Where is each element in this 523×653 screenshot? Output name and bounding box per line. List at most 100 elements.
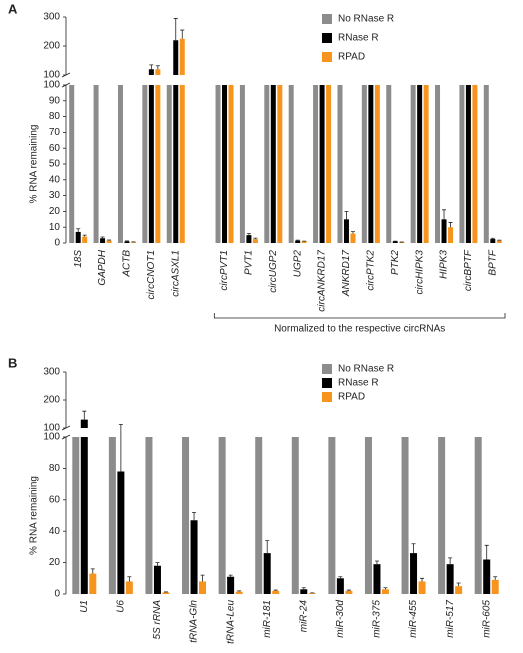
bar bbox=[124, 241, 130, 243]
bar bbox=[117, 85, 123, 243]
legend-label: RPAD bbox=[338, 52, 365, 63]
bar bbox=[130, 242, 136, 243]
y-tick-label: 300 bbox=[43, 367, 60, 378]
bracket bbox=[213, 313, 506, 319]
x-tick-label: tRNA-Gln bbox=[189, 600, 200, 643]
bar bbox=[401, 437, 409, 594]
error-bar bbox=[456, 582, 461, 587]
bar bbox=[373, 564, 381, 594]
error-bar bbox=[301, 587, 306, 590]
bar bbox=[255, 437, 263, 594]
legend-label: No RNase R bbox=[338, 14, 394, 25]
error-bar bbox=[490, 237, 495, 240]
bar bbox=[483, 85, 489, 243]
x-tick-label: ACTB bbox=[122, 250, 133, 278]
y-tick-label: 100 bbox=[43, 423, 60, 434]
bar bbox=[153, 565, 161, 594]
bar bbox=[82, 236, 88, 243]
legend-label: RNase R bbox=[338, 33, 379, 44]
error-bar bbox=[346, 589, 351, 591]
bar bbox=[264, 85, 270, 243]
bar bbox=[381, 589, 389, 594]
error-bar bbox=[192, 511, 197, 521]
bar bbox=[239, 85, 245, 243]
x-tick-label: miR-455 bbox=[408, 600, 419, 638]
error-bar bbox=[442, 209, 447, 220]
error-bar bbox=[76, 228, 81, 232]
bar bbox=[263, 553, 271, 594]
error-bar bbox=[155, 562, 160, 566]
x-tick-label: PVT1 bbox=[244, 250, 255, 275]
error-bar bbox=[484, 544, 489, 560]
error-bar bbox=[344, 211, 349, 220]
error-bar bbox=[374, 560, 379, 565]
bar bbox=[336, 578, 344, 594]
bar bbox=[155, 69, 161, 243]
error-bar bbox=[448, 557, 453, 565]
y-tick-label: 70 bbox=[49, 127, 61, 138]
bar bbox=[417, 85, 423, 243]
error-bar bbox=[411, 543, 416, 554]
bar bbox=[364, 437, 372, 594]
bar bbox=[80, 419, 88, 594]
error-bar bbox=[173, 18, 178, 41]
bar bbox=[108, 437, 116, 594]
error-bar bbox=[200, 574, 205, 582]
y-tick-label: 40 bbox=[49, 526, 61, 537]
bar bbox=[490, 239, 496, 243]
bar bbox=[190, 520, 198, 594]
error-bar bbox=[253, 237, 258, 240]
y-tick-label: 200 bbox=[43, 395, 60, 406]
bar bbox=[148, 69, 154, 243]
y-tick-label: 100 bbox=[43, 80, 60, 91]
error-bar bbox=[82, 234, 87, 237]
bar bbox=[252, 239, 258, 243]
bar bbox=[162, 592, 170, 594]
bar bbox=[350, 233, 356, 243]
y-tick-label: 90 bbox=[49, 95, 61, 106]
legend-swatch bbox=[322, 392, 332, 402]
bar bbox=[319, 85, 325, 243]
bar bbox=[179, 38, 185, 243]
panel-label: A bbox=[8, 1, 18, 16]
legend-swatch bbox=[322, 378, 332, 388]
x-tick-label: circUGP2 bbox=[268, 250, 279, 293]
bar bbox=[386, 85, 392, 243]
error-bar bbox=[155, 65, 160, 70]
bar bbox=[69, 85, 75, 243]
x-tick-label: circASXL1 bbox=[170, 250, 181, 297]
legend-label: RPAD bbox=[338, 392, 365, 403]
y-tick-label: 30 bbox=[49, 190, 61, 201]
y-tick-label: 0 bbox=[54, 589, 60, 600]
y-axis-label: % RNA remaining bbox=[29, 125, 40, 204]
bar bbox=[423, 85, 429, 243]
bar bbox=[277, 85, 283, 243]
bar bbox=[392, 241, 398, 243]
error-bar bbox=[127, 576, 132, 582]
y-tick-label: 10 bbox=[49, 222, 61, 233]
bar bbox=[295, 240, 301, 243]
error-bar bbox=[100, 236, 105, 239]
y-tick-label: 50 bbox=[49, 159, 61, 170]
legend-label: No RNase R bbox=[338, 364, 394, 375]
bar bbox=[182, 437, 190, 594]
x-tick-label: circPVT1 bbox=[219, 250, 230, 291]
annotation: Normalized to the respective circRNAs bbox=[274, 324, 445, 335]
panel-label: B bbox=[8, 355, 17, 370]
y-tick-label: 80 bbox=[49, 111, 61, 122]
bar bbox=[215, 85, 221, 243]
bar bbox=[89, 573, 97, 594]
bar bbox=[235, 591, 243, 594]
error-bar bbox=[246, 233, 251, 236]
bar bbox=[446, 564, 454, 594]
y-tick-label: 20 bbox=[49, 557, 61, 568]
x-tick-label: 5S rRNA bbox=[152, 600, 163, 640]
error-bar bbox=[228, 574, 233, 577]
x-tick-label: circBPTF bbox=[463, 249, 474, 291]
bar bbox=[459, 85, 465, 243]
x-tick-label: UGP2 bbox=[292, 250, 303, 278]
error-bar bbox=[350, 231, 355, 234]
bar bbox=[145, 437, 153, 594]
error-bar bbox=[265, 540, 270, 554]
x-tick-label: HIPK3 bbox=[439, 250, 450, 279]
